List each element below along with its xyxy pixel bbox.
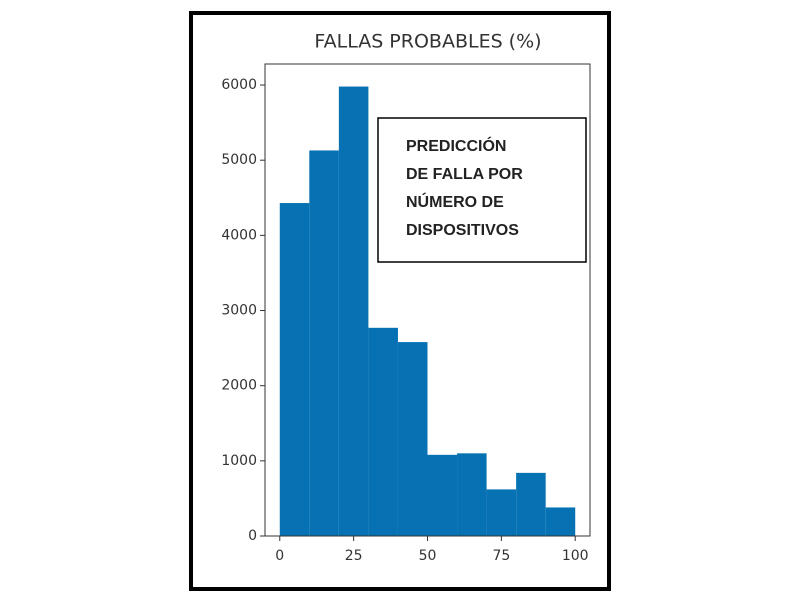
annotation-line: PREDICCIÓN	[406, 136, 506, 155]
bar	[545, 507, 576, 536]
annotation-line: DISPOSITIVOS	[406, 222, 519, 239]
annotation-line: DE FALLA POR	[406, 166, 523, 183]
bar	[427, 454, 458, 536]
y-tick-label: 3000	[221, 303, 257, 319]
y-tick-label: 6000	[221, 77, 257, 93]
y-tick-label: 4000	[221, 227, 257, 243]
annotation-line: NÚMERO DE	[406, 192, 504, 211]
annotation-box	[377, 117, 587, 263]
y-tick-label: 1000	[221, 453, 257, 469]
x-tick-label: 25	[345, 548, 363, 564]
x-tick-label: 100	[562, 548, 589, 564]
frame	[189, 11, 611, 591]
bar	[516, 472, 546, 536]
x-tick-label: 50	[419, 548, 437, 564]
chart-title: FALLAS PROBABLES (%)	[314, 31, 541, 53]
bar	[486, 489, 517, 536]
bar	[279, 203, 310, 536]
y-tick-label: 2000	[221, 378, 257, 394]
y-tick-label: 5000	[221, 152, 257, 168]
bar	[397, 342, 428, 536]
bar	[457, 453, 487, 536]
x-tick-label: 0	[275, 548, 284, 564]
y-tick-label: 0	[248, 528, 257, 544]
bar	[368, 327, 398, 536]
bar	[309, 150, 339, 537]
bar	[338, 86, 369, 537]
x-tick-label: 75	[492, 548, 510, 564]
